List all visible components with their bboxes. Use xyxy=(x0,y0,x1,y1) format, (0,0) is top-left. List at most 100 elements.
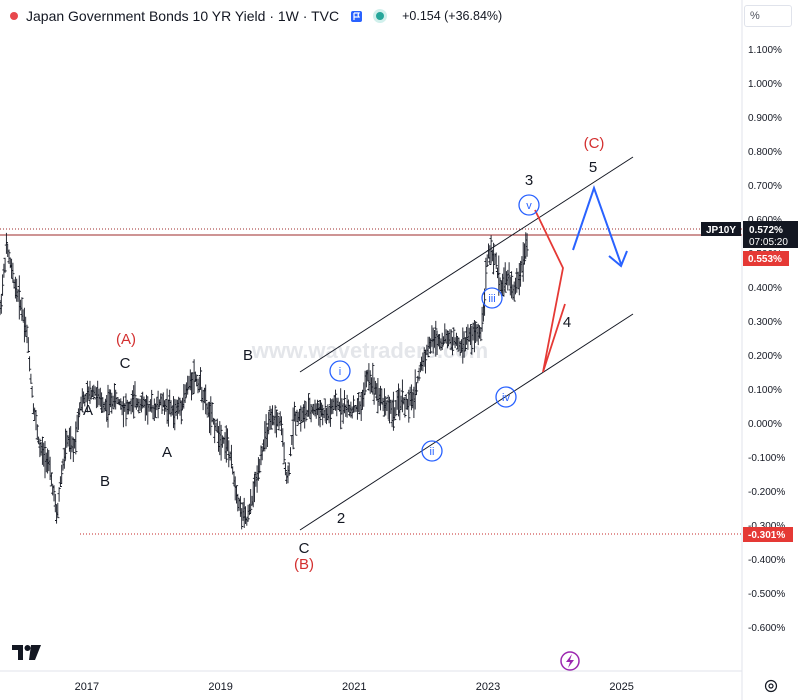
y-tick-label: 0.600% xyxy=(748,215,782,226)
price-bar xyxy=(238,496,242,517)
price-bar xyxy=(49,472,53,487)
price-bar xyxy=(488,245,492,265)
price-bar xyxy=(219,424,223,461)
price-bar xyxy=(224,425,228,463)
wave-circle-iii xyxy=(481,287,503,309)
price-bar xyxy=(470,325,474,355)
price-bar xyxy=(1,274,5,296)
y-tick-label: 0.900% xyxy=(748,113,782,124)
unit-button[interactable]: % xyxy=(744,5,792,27)
price-bar xyxy=(276,412,280,427)
wave-label-B-major: (B) xyxy=(294,556,314,573)
price-bar xyxy=(306,393,311,417)
price-bar xyxy=(240,508,244,530)
channel-lower-line xyxy=(299,313,634,531)
chart-title[interactable]: Japan Government Bonds 10 YR Yield · 1W … xyxy=(26,8,340,24)
projection-arrow-path xyxy=(572,184,622,265)
price-bar xyxy=(260,446,264,461)
price-bar xyxy=(85,380,89,413)
price-bar xyxy=(525,233,529,257)
current-price-badge: 0.572% 07:05:20 xyxy=(743,221,798,248)
price-bar xyxy=(35,424,39,441)
price-bar xyxy=(454,332,458,346)
wave-label-2: 2 xyxy=(337,510,345,527)
y-tick-label: -0.300% xyxy=(748,521,785,532)
flag-icon[interactable] xyxy=(351,10,363,22)
wave-label-a2: A xyxy=(162,444,172,461)
price-bar xyxy=(318,407,322,428)
price-bar xyxy=(351,395,356,413)
price-bar xyxy=(62,447,66,469)
price-bar xyxy=(479,327,483,342)
price-bar xyxy=(282,442,286,465)
price-bar xyxy=(3,257,7,273)
y-tick-label: 1.100% xyxy=(748,45,782,56)
price-bar xyxy=(26,337,30,353)
price-bar xyxy=(414,382,419,396)
projection-arrow-head xyxy=(608,250,628,268)
price-bar xyxy=(403,397,407,418)
y-tick-label: 0.800% xyxy=(748,147,782,158)
price-bar xyxy=(512,281,516,302)
price-bar xyxy=(133,381,137,408)
price-bar xyxy=(342,390,347,414)
price-bar xyxy=(309,404,313,423)
price-bar xyxy=(407,389,411,423)
price-bar xyxy=(88,380,92,404)
price-bar xyxy=(368,370,372,394)
y-tick-label: -0.500% xyxy=(748,589,785,600)
settings-gear-icon[interactable] xyxy=(764,679,778,693)
y-tick-label: -0.200% xyxy=(748,487,785,498)
price-bar xyxy=(449,329,453,351)
jp10y-badge: JP10Y xyxy=(701,222,741,236)
price-bar xyxy=(494,252,498,269)
price-bar xyxy=(274,409,278,438)
price-bar xyxy=(34,410,38,431)
time-axis[interactable]: 2017 2019 2021 2023 2025 xyxy=(75,681,634,693)
price-bar xyxy=(134,397,138,410)
price-bar xyxy=(288,447,293,457)
price-bar xyxy=(445,330,449,349)
price-bar xyxy=(292,401,296,422)
y-tick-label: 0.700% xyxy=(748,181,782,192)
wave-circle-iv xyxy=(495,386,517,408)
low-price-badge: -0.301% xyxy=(743,527,793,542)
price-axis[interactable]: 1.100%1.000%0.900%0.800%0.700%0.600%0.50… xyxy=(748,45,785,634)
wave-label-iv: iv xyxy=(502,392,510,404)
price-bar xyxy=(387,396,392,424)
price-bar xyxy=(38,438,42,458)
price-bar xyxy=(328,398,332,427)
price-bar xyxy=(485,254,489,267)
svg-text:07:05:20: 07:05:20 xyxy=(749,237,788,248)
price-bar xyxy=(213,418,217,444)
price-bar xyxy=(137,398,141,414)
price-bar xyxy=(124,393,128,427)
wave-label-1: 1 xyxy=(316,397,324,414)
y-tick-label: -0.400% xyxy=(748,555,785,566)
y-tick-label: 1.000% xyxy=(748,79,782,90)
price-bar xyxy=(179,400,183,425)
price-bar xyxy=(357,392,361,413)
price-bar xyxy=(234,485,239,504)
lightning-icon[interactable] xyxy=(560,651,580,671)
price-bar xyxy=(11,262,15,283)
status-dot-icon xyxy=(10,12,18,20)
price-bar xyxy=(489,235,493,264)
price-bar xyxy=(40,436,44,465)
price-bar xyxy=(323,398,327,422)
wave-label-b2: B xyxy=(243,347,253,364)
wave-circle-ii xyxy=(421,440,443,462)
price-bar xyxy=(287,462,291,476)
price-bar xyxy=(522,243,527,265)
y-tick-label: 0.000% xyxy=(748,419,782,430)
price-bar xyxy=(20,297,24,321)
price-bar xyxy=(497,255,501,296)
price-bar xyxy=(258,458,262,474)
wave-label-c1: C xyxy=(120,355,131,372)
price-bar xyxy=(57,487,61,502)
price-bar xyxy=(76,408,80,430)
price-bar xyxy=(7,249,11,264)
price-bar xyxy=(132,385,136,419)
wave-label-5: 5 xyxy=(589,159,597,176)
